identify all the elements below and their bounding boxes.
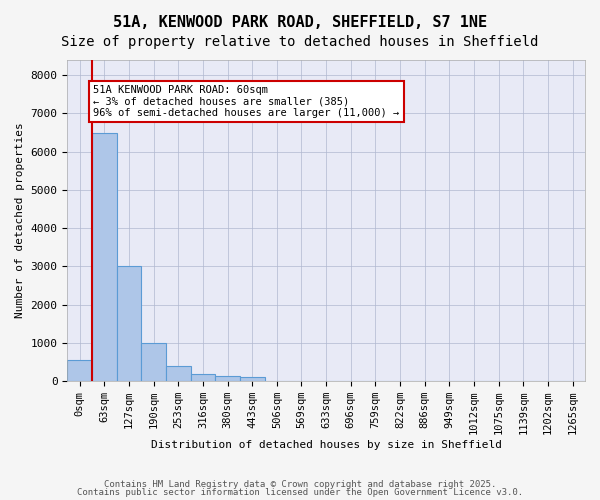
- Bar: [116, 266, 141, 381]
- Bar: [141, 343, 166, 381]
- Y-axis label: Number of detached properties: Number of detached properties: [15, 122, 25, 318]
- X-axis label: Distribution of detached houses by size in Sheffield: Distribution of detached houses by size …: [151, 440, 502, 450]
- Text: 51A, KENWOOD PARK ROAD, SHEFFIELD, S7 1NE: 51A, KENWOOD PARK ROAD, SHEFFIELD, S7 1N…: [113, 15, 487, 30]
- Text: Contains HM Land Registry data © Crown copyright and database right 2025.: Contains HM Land Registry data © Crown c…: [104, 480, 496, 489]
- Bar: [166, 366, 191, 381]
- Bar: [67, 360, 92, 381]
- Text: Size of property relative to detached houses in Sheffield: Size of property relative to detached ho…: [61, 35, 539, 49]
- Bar: [191, 374, 215, 381]
- Bar: [92, 132, 116, 381]
- Text: 51A KENWOOD PARK ROAD: 60sqm
← 3% of detached houses are smaller (385)
96% of se: 51A KENWOOD PARK ROAD: 60sqm ← 3% of det…: [94, 85, 400, 118]
- Bar: [240, 377, 265, 381]
- Bar: [215, 376, 240, 381]
- Text: Contains public sector information licensed under the Open Government Licence v3: Contains public sector information licen…: [77, 488, 523, 497]
